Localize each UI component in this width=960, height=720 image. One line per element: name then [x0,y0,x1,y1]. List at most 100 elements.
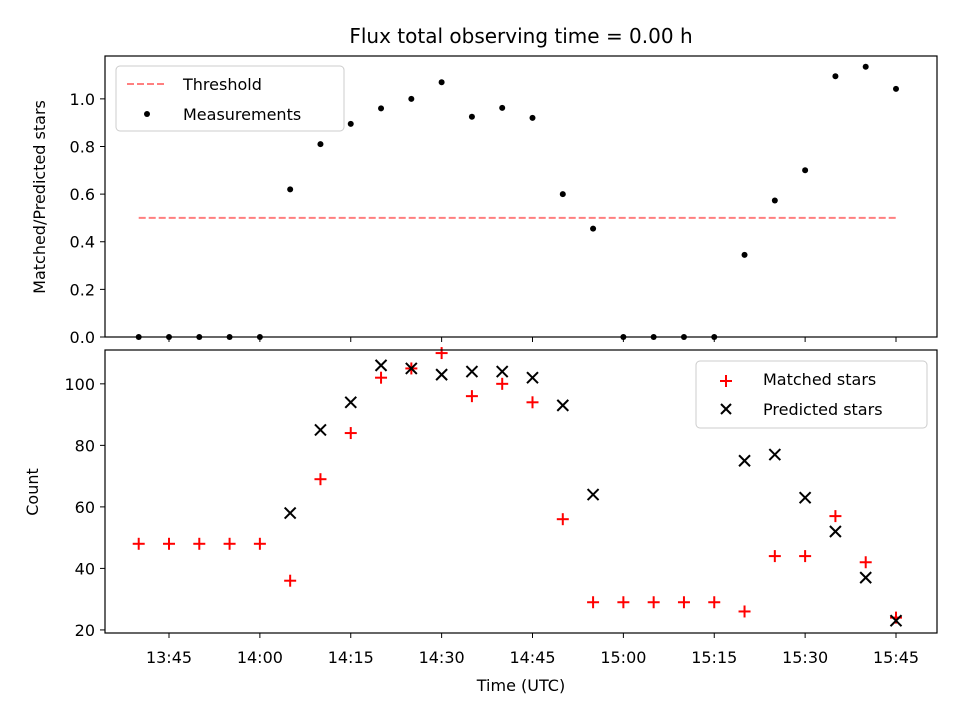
matched-star-point [314,473,327,486]
bottom-y-tick-label: 80 [75,436,95,455]
predicted-star-point [526,371,539,384]
top-x-ticks [168,337,897,342]
bottom-plot-marks [132,347,903,627]
matched-star-point [587,596,600,609]
measurement-point [802,167,809,174]
matched-star-point [496,377,509,390]
measurement-point [378,105,385,112]
top-y-tick-label: 0.0 [70,328,95,347]
measurement-point [832,73,839,80]
matched-star-point [132,537,145,550]
matched-star-point [556,513,569,526]
bottom-x-tick-label: 13:45 [146,648,192,667]
bottom-x-tick-label: 15:30 [782,648,828,667]
matched-star-point [829,510,842,523]
matched-star-point [284,574,297,587]
matched-star-point [768,550,781,563]
matched-star-point [708,596,721,609]
predicted-star-point [314,423,327,437]
predicted-star-point [829,525,842,538]
predicted-star-point [889,614,903,627]
bottom-x-axis-label: Time (UTC) [476,676,565,695]
matched-star-point [253,537,266,550]
measurement-point [499,104,506,111]
measurement-point [590,225,597,232]
matched-star-point [647,596,660,609]
matched-star-point [799,550,812,563]
matched-star-point [859,556,872,569]
bottom-x-tick-label: 14:00 [237,648,283,667]
bottom-plot-frame [104,349,938,634]
bottom-y-axis: 20 40 60 80 100 [64,375,105,640]
matched-star-point [465,390,478,403]
top-y-tick-label: 1.0 [70,90,95,109]
bottom-x-tick-label: 15:00 [600,648,646,667]
bottom-y-tick-label: 40 [75,559,95,578]
matched-star-point [435,347,448,360]
bottom-x-tick-label: 15:45 [873,648,919,667]
top-legend: Threshold Measurements [115,65,345,132]
predicted-star-point [556,399,569,412]
measurement-point [741,251,748,258]
bottom-y-tick-label: 20 [75,621,95,640]
bottom-x-tick-label: 14:45 [509,648,555,667]
predicted-star-point [798,491,812,504]
predicted-star-point [405,362,418,375]
predicted-star-point [496,365,509,378]
measurement-point [347,120,354,127]
top-plot-marks [135,63,899,340]
bottom-x-tick-label: 14:30 [419,648,465,667]
matched-star-point [223,537,236,550]
predicted-star-point [283,506,297,520]
measurement-point [468,113,475,120]
bottom-y-tick-label: 60 [75,498,95,517]
top-y-tick-label: 0.6 [70,185,95,204]
legend-measurements-swatch [144,111,150,117]
top-plot-frame [104,55,938,338]
predicted-star-point [738,454,751,467]
matched-star-point [344,427,357,440]
predicted-star-point [859,571,872,584]
bottom-legend: Matched stars Predicted stars [695,360,928,429]
top-y-tick-label: 0.8 [70,137,95,156]
legend-matched-swatch [720,375,732,387]
predicted-star-point [465,365,479,378]
top-y-axis-label: Matched/Predicted stars [30,100,49,294]
predicted-star-point [586,488,600,501]
measurement-point [317,141,324,148]
legend-threshold-label: Threshold [182,75,262,94]
legend-matched-label: Matched stars [763,370,876,389]
measurement-point [771,197,778,204]
bottom-x-tick-label: 14:15 [328,648,374,667]
legend-measurements-label: Measurements [183,105,301,124]
predicted-star-point [768,448,782,461]
predicted-star-point [344,396,357,409]
bottom-x-tick-label: 15:15 [691,648,737,667]
measurement-point [408,95,415,102]
predicted-star-point [374,359,388,372]
matched-star-point [526,396,539,409]
predicted-star-point [435,368,448,381]
measurement-point [529,114,536,121]
matched-star-point [375,371,388,384]
measurement-point [438,79,445,86]
top-y-axis: 0.0 0.2 0.4 0.6 0.8 1.0 [70,90,105,347]
top-y-tick-label: 0.4 [70,233,95,252]
measurement-point [559,191,566,198]
bottom-y-tick-label: 100 [64,375,95,394]
measurement-point [862,63,869,70]
matched-star-point [738,605,751,618]
measurement-point [287,186,294,193]
matched-star-point [193,537,206,550]
top-chart-title: Flux total observing time = 0.00 h [349,24,692,48]
matched-star-point [163,537,175,550]
bottom-y-axis-label: Count [23,468,42,516]
bottom-x-axis: 13:45 14:00 14:15 14:30 14:45 15:00 15:15 15:30… [146,633,919,667]
measurement-point [893,85,899,92]
matched-star-point [677,596,690,609]
matched-star-point [617,596,630,609]
legend-predicted-label: Predicted stars [763,400,883,419]
top-y-tick-label: 0.2 [70,280,95,299]
legend-predicted-swatch [720,403,732,415]
